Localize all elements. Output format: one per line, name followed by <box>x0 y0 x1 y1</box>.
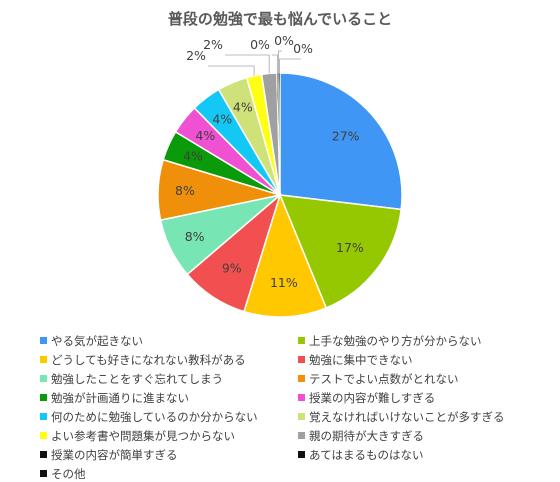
legend-item: よい参考書や問題集が見つからない <box>40 428 298 443</box>
data-label: 0% <box>250 37 270 52</box>
legend-item: テストでよい点数がとれない <box>298 371 540 386</box>
leader-line <box>278 50 282 74</box>
data-label: 2% <box>203 37 223 52</box>
legend-label: 何のために勉強しているのか分からない <box>51 409 258 424</box>
legend-label: 勉強したことをすぐ忘れてしまう <box>51 371 224 386</box>
legend-label: 授業の内容が簡単すぎる <box>51 447 178 462</box>
legend-label: テストでよい点数がとれない <box>309 371 459 386</box>
data-label: 17% <box>336 240 364 255</box>
legend-label: 覚えなければいけないことが多すぎる <box>309 409 505 424</box>
data-label: 8% <box>185 229 205 244</box>
legend-item: やる気が起きない <box>40 333 298 348</box>
legend-label: やる気が起きない <box>51 333 143 348</box>
legend-label: 授業の内容が難しすぎる <box>309 390 436 405</box>
legend-swatch <box>298 432 305 439</box>
legend-swatch <box>40 356 47 363</box>
data-label: 4% <box>212 111 232 126</box>
pie-slice <box>243 192 328 318</box>
legend-swatch <box>40 470 47 477</box>
pie-slices <box>157 72 403 318</box>
leader-line <box>225 54 270 74</box>
legend-swatch <box>40 432 47 439</box>
legend-swatch <box>40 413 47 420</box>
legend-item: 授業の内容が難しすぎる <box>298 390 540 405</box>
legend-label: よい参考書や問題集が見つからない <box>51 428 235 443</box>
legend-swatch <box>298 394 305 401</box>
legend-item: 覚えなければいけないことが多すぎる <box>298 409 540 424</box>
leader-line <box>272 54 278 74</box>
legend-swatch <box>40 394 47 401</box>
data-label: 2% <box>186 48 206 63</box>
data-label: 27% <box>332 129 360 144</box>
legend-swatch <box>298 413 305 420</box>
legend-swatch <box>40 451 47 458</box>
legend: やる気が起きない 上手な勉強のやり方が分からないどうしても好きになれない教科がある… <box>40 333 540 481</box>
leader-line <box>208 65 255 76</box>
pie-slice <box>279 72 403 211</box>
legend-item: その他 <box>40 466 298 481</box>
legend-label: 上手な勉強のやり方が分からない <box>309 333 482 348</box>
data-label: 9% <box>222 260 242 275</box>
legend-label: 勉強が計画通りに進まない <box>51 390 189 405</box>
legend-item: あてはまるものはない <box>298 447 540 462</box>
legend-swatch <box>298 451 305 458</box>
legend-item: 授業の内容が簡単すぎる <box>40 447 298 462</box>
legend-swatch <box>40 337 47 344</box>
pie-labels: 27%17%11%9%8%8%4%4%4%4%2%2% 0% 0%0% <box>175 33 364 290</box>
legend-item: 勉強したことをすぐ忘れてしまう <box>40 371 298 386</box>
legend-swatch <box>298 356 305 363</box>
data-label: 8% <box>175 183 195 198</box>
data-label: 4% <box>183 148 203 163</box>
legend-item: 親の期待が大きすぎる <box>298 428 540 443</box>
legend-label: あてはまるものはない <box>309 447 424 462</box>
data-label: 11% <box>270 275 298 290</box>
pie-slice <box>278 194 402 309</box>
legend-item: 何のために勉強しているのか分からない <box>40 409 298 424</box>
data-label: 0% <box>274 33 294 48</box>
legend-item: どうしても好きになれない教科がある <box>40 352 298 367</box>
data-label: 4% <box>195 128 215 143</box>
legend-label: 親の期待が大きすぎる <box>309 428 424 443</box>
chart-title: 普段の勉強で最も悩んでいること <box>167 10 393 28</box>
legend-swatch <box>298 375 305 382</box>
legend-label: どうしても好きになれない教科がある <box>51 352 246 367</box>
legend-item: 勉強が計画通りに進まない <box>40 390 298 405</box>
legend-item: 上手な勉強のやり方が分からない <box>298 333 540 348</box>
legend-swatch <box>40 375 47 382</box>
leader-line <box>279 58 301 74</box>
legend-swatch <box>298 337 305 344</box>
legend-item: 勉強に集中できない <box>298 352 540 367</box>
legend-label: 勉強に集中できない <box>309 352 413 367</box>
data-label: 0% <box>293 41 313 56</box>
legend-label: その他 <box>51 466 86 481</box>
data-label: 4% <box>233 99 253 114</box>
pie-chart: 27%17%11%9%8%8%4%4%4%4%2%2% 0% 0%0% <box>157 33 403 318</box>
